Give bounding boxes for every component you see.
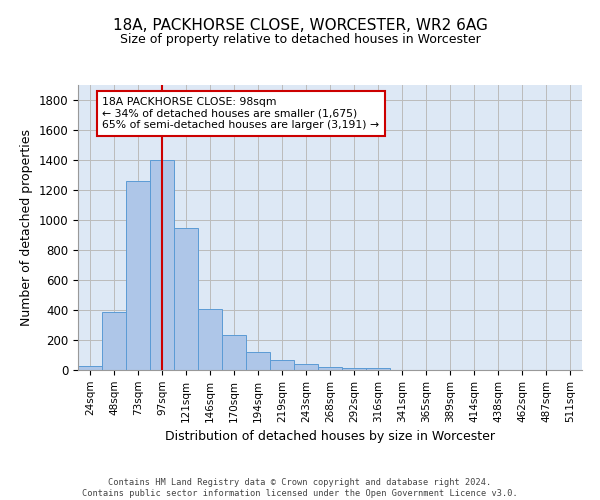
Y-axis label: Number of detached properties: Number of detached properties	[20, 129, 33, 326]
Text: Contains HM Land Registry data © Crown copyright and database right 2024.
Contai: Contains HM Land Registry data © Crown c…	[82, 478, 518, 498]
Bar	[270, 360, 294, 370]
Bar	[318, 368, 342, 370]
Bar	[150, 160, 174, 370]
Text: 18A, PACKHORSE CLOSE, WORCESTER, WR2 6AG: 18A, PACKHORSE CLOSE, WORCESTER, WR2 6AG	[113, 18, 487, 32]
Bar	[102, 312, 126, 370]
Bar	[126, 181, 150, 370]
Bar	[294, 364, 318, 370]
Bar	[246, 352, 270, 370]
X-axis label: Distribution of detached houses by size in Worcester: Distribution of detached houses by size …	[165, 430, 495, 443]
Bar	[366, 368, 390, 370]
Bar	[342, 368, 366, 370]
Text: 18A PACKHORSE CLOSE: 98sqm
← 34% of detached houses are smaller (1,675)
65% of s: 18A PACKHORSE CLOSE: 98sqm ← 34% of deta…	[102, 97, 379, 130]
Bar	[174, 228, 198, 370]
Bar	[222, 335, 246, 370]
Bar	[78, 366, 102, 370]
Bar	[198, 308, 222, 370]
Text: Size of property relative to detached houses in Worcester: Size of property relative to detached ho…	[119, 32, 481, 46]
